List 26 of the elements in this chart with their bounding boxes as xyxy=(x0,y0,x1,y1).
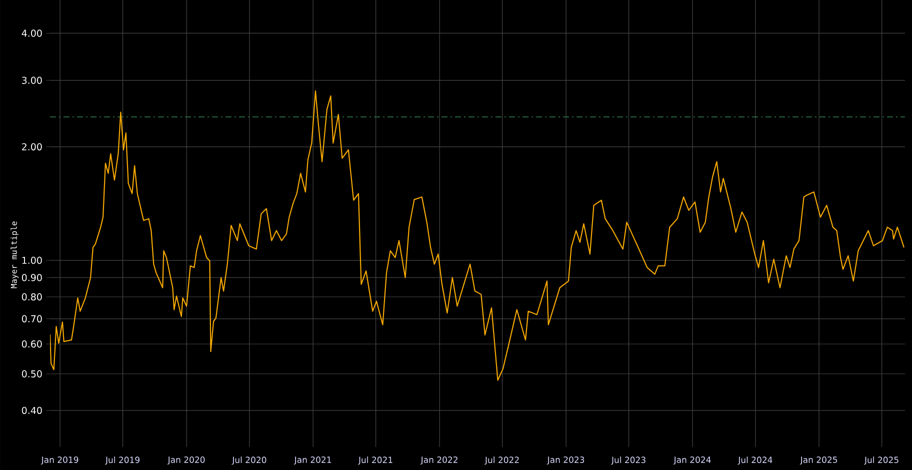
y-tick-label: 0.70 xyxy=(22,315,42,322)
y-tick-label: 0.80 xyxy=(22,293,42,300)
x-tick-label: Jul 2022 xyxy=(484,456,519,465)
x-tick-label: Jan 2025 xyxy=(800,456,838,465)
line-series xyxy=(50,90,905,381)
x-tick-label: Jan 2021 xyxy=(294,456,331,465)
x-tick-label: Jan 2023 xyxy=(546,456,584,465)
y-tick-label: 0.60 xyxy=(22,340,42,348)
x-tick-label: Jul 2020 xyxy=(232,456,266,465)
y-tick-label: 2.00 xyxy=(22,143,42,150)
y-tick-label: 4.00 xyxy=(22,30,42,37)
x-tick-label: Jan 2024 xyxy=(673,456,711,465)
x-tick-label: Jul 2023 xyxy=(611,456,646,465)
x-tick-label: Jan 2020 xyxy=(167,456,205,465)
y-tick-label: 3.00 xyxy=(22,76,42,84)
y-tick-label: 0.40 xyxy=(22,406,42,414)
x-tick-label: Jul 2019 xyxy=(105,456,140,465)
x-tick-label: Jan 2019 xyxy=(40,456,78,465)
x-tick-label: Jul 2021 xyxy=(358,456,392,465)
x-tick-label: Jul 2025 xyxy=(864,456,898,465)
y-tick-label: 1.00 xyxy=(22,256,42,264)
y-axis-title: Mayer multiple xyxy=(10,222,18,288)
y-tick-label: 0.50 xyxy=(22,370,42,378)
y-tick-label: 0.90 xyxy=(22,274,42,282)
x-tick-label: Jan 2022 xyxy=(420,456,458,465)
x-tick-label: Jul 2024 xyxy=(738,456,772,465)
